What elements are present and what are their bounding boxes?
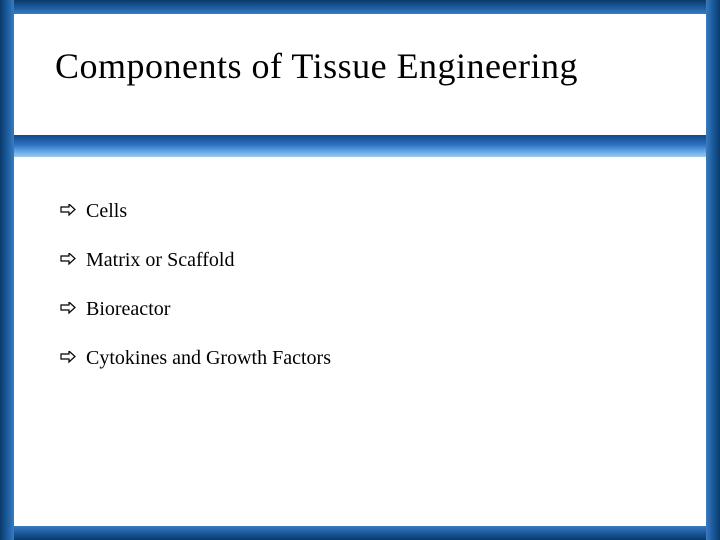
arrow-icon	[60, 204, 76, 220]
slide-border-top	[0, 0, 720, 14]
title-area: Components of Tissue Engineering	[55, 45, 665, 87]
arrow-icon	[60, 253, 76, 269]
bullet-text: Cells	[86, 200, 127, 223]
list-item: Cytokines and Growth Factors	[60, 347, 660, 370]
slide-border-left	[0, 0, 14, 540]
slide-title: Components of Tissue Engineering	[55, 45, 665, 87]
bullet-text: Cytokines and Growth Factors	[86, 347, 331, 370]
list-item: Bioreactor	[60, 298, 660, 321]
slide-border-right	[706, 0, 720, 540]
bullet-text: Bioreactor	[86, 298, 170, 321]
list-item: Matrix or Scaffold	[60, 249, 660, 272]
bullet-text: Matrix or Scaffold	[86, 249, 235, 272]
content-area: Cells Matrix or Scaffold Bioreactor	[60, 200, 660, 396]
list-item: Cells	[60, 200, 660, 223]
slide-container: Components of Tissue Engineering Cells M…	[0, 0, 720, 540]
divider-band	[14, 135, 706, 157]
arrow-icon	[60, 351, 76, 367]
slide-border-bottom	[0, 526, 720, 540]
arrow-icon	[60, 302, 76, 318]
